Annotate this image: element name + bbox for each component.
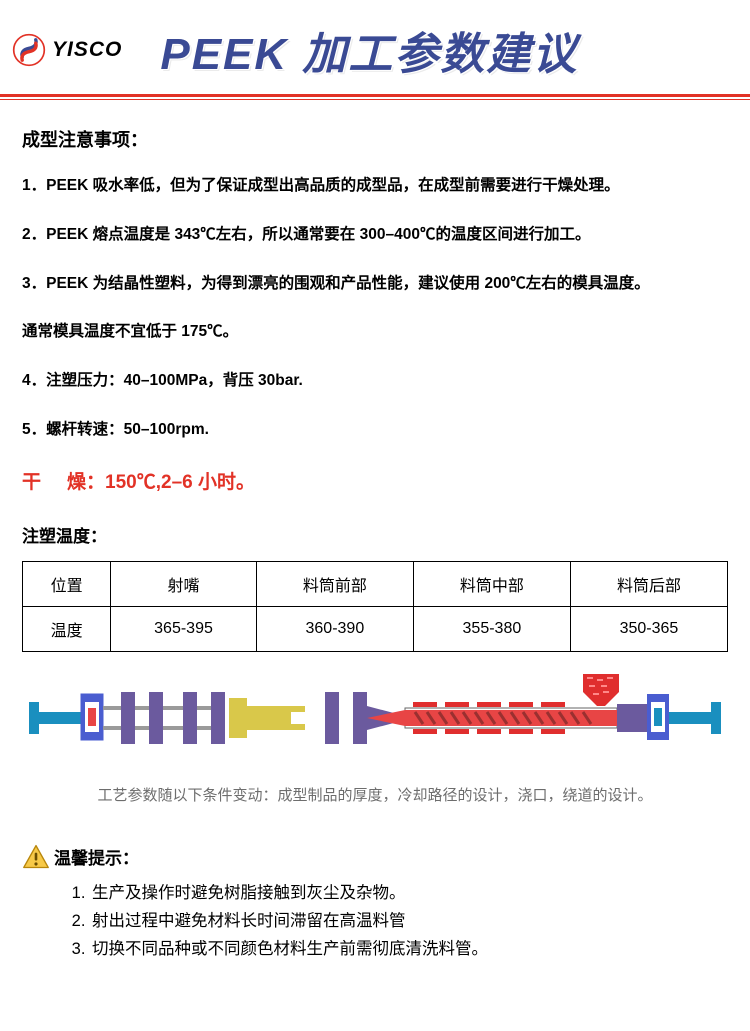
note-item: 通常模具温度不宜低于 175℃。 xyxy=(22,320,728,345)
warning-icon xyxy=(22,843,50,871)
note-item: 3．PEEK 为结晶性塑料，为得到漂亮的围观和产品性能，建议使用 200℃左右的… xyxy=(22,272,728,297)
table-header: 位置 xyxy=(23,561,111,606)
list-item: 射出过程中避免材料长时间滞留在高温料管 xyxy=(90,907,728,935)
table-cell: 360-390 xyxy=(256,606,413,651)
list-item: 切换不同品种或不同颜色材料生产前需彻底清洗料管。 xyxy=(90,935,728,963)
note-item: 4．注塑压力：40–100MPa，背压 30bar. xyxy=(22,369,728,394)
table-cell: 温度 xyxy=(23,606,111,651)
table-cell: 355-380 xyxy=(413,606,570,651)
logo: YISCO xyxy=(12,33,122,67)
tips-list: 生产及操作时避免树脂接触到灰尘及杂物。 射出过程中避免材料长时间滞留在高温料管 … xyxy=(22,879,728,963)
drying-spec: 干燥：150℃,2–6 小时。 xyxy=(22,467,728,494)
list-item: 生产及操作时避免树脂接触到灰尘及杂物。 xyxy=(90,879,728,907)
section-title-notes: 成型注意事项： xyxy=(22,126,728,152)
temperature-table: 位置 射嘴 料筒前部 料筒中部 料筒后部 温度 365-395 360-390 … xyxy=(22,561,728,652)
page-title: PEEK 加工参数建议 xyxy=(160,18,578,82)
divider-bottom xyxy=(0,99,750,100)
note-item: 1．PEEK 吸水率低，但为了保证成型出高品质的成型品，在成型前需要进行干燥处理… xyxy=(22,174,728,199)
table-header: 料筒后部 xyxy=(570,561,727,606)
tips-title: 温馨提示： xyxy=(54,844,139,869)
injection-machine-diagram xyxy=(25,672,725,762)
table-header: 料筒前部 xyxy=(256,561,413,606)
table-row: 温度 365-395 360-390 355-380 350-365 xyxy=(23,606,728,651)
note-item: 5．螺杆转速：50–100rpm. xyxy=(22,418,728,443)
process-note: 工艺参数随以下条件变动：成型制品的厚度，冷却路径的设计，浇口，绕道的设计。 xyxy=(22,784,728,805)
note-item: 2．PEEK 熔点温度是 343℃左右，所以通常要在 300–400℃的温度区间… xyxy=(22,223,728,248)
tips-header: 温馨提示： xyxy=(22,843,728,871)
section-title-temp: 注塑温度： xyxy=(22,522,728,547)
page-header: YISCO PEEK 加工参数建议 xyxy=(0,0,750,90)
logo-icon xyxy=(12,33,46,67)
table-cell: 350-365 xyxy=(570,606,727,651)
table-header: 料筒中部 xyxy=(413,561,570,606)
main-content: 成型注意事项： 1．PEEK 吸水率低，但为了保证成型出高品质的成型品，在成型前… xyxy=(0,126,750,963)
table-cell: 365-395 xyxy=(111,606,257,651)
table-header: 射嘴 xyxy=(111,561,257,606)
table-row: 位置 射嘴 料筒前部 料筒中部 料筒后部 xyxy=(23,561,728,606)
divider-top xyxy=(0,94,750,97)
logo-text: YISCO xyxy=(52,38,122,62)
